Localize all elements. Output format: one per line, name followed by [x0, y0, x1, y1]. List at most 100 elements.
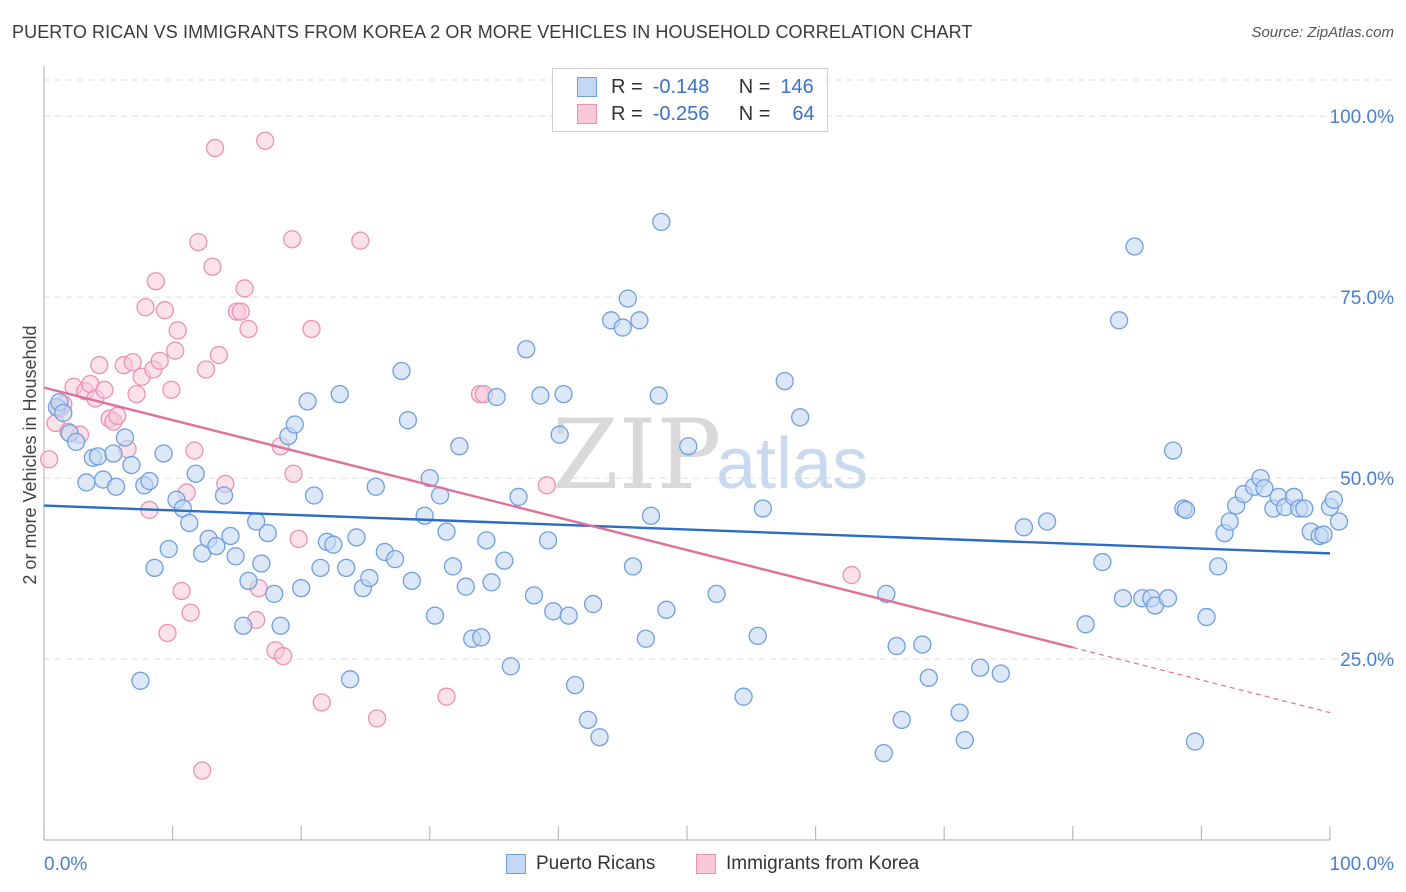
puerto-rican-point [583, 594, 603, 614]
puerto-rican-point [1185, 732, 1205, 751]
puerto-rican-point [1324, 490, 1344, 509]
tick-labels: 25.0% 50.0% 75.0% 100.0% 0.0% 100.0% [44, 107, 1394, 875]
puerto-rican-point [106, 477, 126, 496]
legend-r-label: R = [611, 75, 643, 98]
puerto-rican-point [991, 664, 1010, 683]
puerto-rican-point [887, 636, 906, 656]
puerto-rican-point [77, 473, 96, 492]
bottom-legend-swatch-puerto-ricans [506, 854, 526, 874]
puerto-rican-point [115, 428, 135, 447]
puerto-rican-point [517, 340, 536, 359]
puerto-rican-point [1158, 589, 1178, 608]
bottom-legend-puerto-ricans: Puerto Ricans [506, 850, 655, 878]
korea-point [136, 298, 155, 317]
puerto-rican-point [734, 687, 753, 706]
puerto-rican-point [559, 606, 578, 625]
puerto-rican-point [180, 513, 199, 533]
puerto-rican-point [472, 628, 491, 647]
korea-point [168, 321, 187, 340]
puerto-rican-point [613, 318, 632, 337]
korea-point [203, 257, 222, 276]
puerto-rican-point [298, 392, 317, 411]
puerto-rican-point [67, 432, 86, 452]
puerto-rican-point [214, 486, 234, 505]
korea-point [181, 603, 200, 622]
puerto-rican-point [791, 408, 810, 427]
legend-n-label: N = [738, 75, 771, 98]
puerto-rican-point [1037, 512, 1057, 531]
legend-swatch-puerto-ricans [577, 77, 597, 97]
puerto-rican-point [186, 464, 205, 483]
x-tick-label: 0.0% [44, 854, 87, 875]
korea-point [302, 319, 321, 339]
korea-point [437, 687, 456, 706]
puerto-rican-point [159, 539, 178, 559]
puerto-rican-point [1197, 607, 1216, 627]
korea-point [274, 647, 293, 666]
x-tick-label: 100.0% [1330, 854, 1395, 875]
korea-point [205, 138, 225, 158]
puerto-rican-point [154, 444, 173, 463]
puerto-rican-point [919, 668, 938, 688]
puerto-rican-point [1314, 525, 1333, 544]
puerto-rican-point [623, 557, 643, 576]
puerto-rican-point [425, 606, 445, 625]
korea-point [172, 581, 191, 601]
puerto-rican-point [239, 571, 258, 591]
puerto-rican-point [477, 531, 496, 550]
puerto-rican-point [501, 657, 520, 676]
watermark: ZIP atlas [552, 399, 868, 511]
puerto-rican-point [1208, 557, 1228, 576]
puerto-rican-point [753, 499, 773, 518]
trend-lines [43, 386, 1331, 714]
puerto-rican-point [340, 670, 360, 689]
puerto-rican-point [456, 577, 475, 596]
puerto-rican-point [131, 671, 150, 690]
puerto-rican-point [550, 425, 569, 444]
bottom-legend-label-puerto-ricans: Puerto Ricans [536, 853, 656, 874]
korea-point [312, 693, 331, 712]
chart-source: Source: ZipAtlas.com [1251, 24, 1394, 41]
puerto-rican-point [385, 550, 405, 569]
korea-point [239, 319, 258, 339]
korea-point [235, 279, 254, 298]
korea-point [231, 302, 250, 321]
legend-n-value: 146 [780, 75, 814, 98]
bottom-legend-swatch-korea [696, 854, 716, 874]
korea-point [537, 476, 556, 495]
puerto-rican-point [565, 675, 585, 695]
legend-n-label: N = [738, 102, 771, 125]
korea-point [367, 709, 387, 728]
puerto-rican-point [402, 571, 421, 591]
watermark-atlas: atlas [716, 424, 868, 504]
puerto-rican-point [1109, 311, 1129, 330]
puerto-rican-point [1220, 512, 1239, 531]
korea-point [185, 441, 204, 460]
bottom-legend-label-korea: Immigrants from Korea [726, 853, 920, 874]
legend-n-value: 64 [792, 102, 815, 125]
puerto-rican-point [292, 578, 311, 598]
korea-point [155, 301, 175, 320]
chart-title: PUERTO RICAN VS IMMIGRANTS FROM KOREA 2 … [12, 22, 973, 42]
puerto-rican-point [437, 522, 456, 541]
puerto-rican-point [420, 468, 439, 488]
puerto-rican-point [392, 361, 411, 381]
korea-point [196, 360, 216, 379]
puerto-rican-point [226, 547, 245, 566]
puerto-rican-point [415, 506, 434, 525]
puerto-rican-point [652, 212, 671, 232]
puerto-rican-point [234, 616, 253, 635]
puerto-rican-point [1113, 589, 1133, 608]
puerto-rican-point [104, 444, 123, 463]
puerto-rican-point [221, 526, 240, 546]
y-tick-label: 50.0% [1340, 469, 1394, 490]
korea-point [108, 406, 127, 425]
puerto-rican-point [1329, 512, 1349, 531]
watermark-zip: ZIP [552, 399, 721, 511]
puerto-rican-point [145, 558, 164, 577]
korea-point [283, 230, 302, 249]
korea-point [256, 131, 275, 150]
puerto-rican-point [874, 743, 893, 763]
puerto-rican-point [360, 568, 379, 588]
y-axis-label: 2 or more Vehicles in Household [20, 325, 40, 584]
